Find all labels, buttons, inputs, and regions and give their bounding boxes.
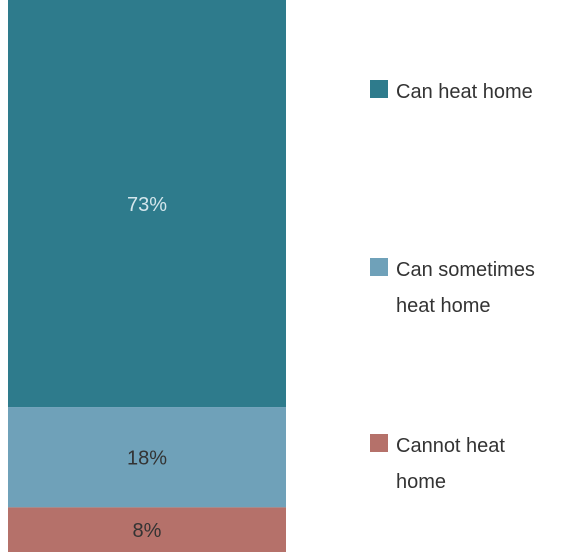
data-label: 8% <box>133 520 162 542</box>
bar-segment <box>8 0 286 408</box>
legend-label: Cannot heat home <box>396 435 505 493</box>
legend-item: Can sometimes heat home <box>370 252 560 324</box>
legend-label: Can heat home <box>396 81 533 103</box>
legend-swatch <box>370 434 388 452</box>
data-label: 18% <box>127 447 167 469</box>
data-label: 73% <box>127 194 167 216</box>
legend-swatch <box>370 80 388 98</box>
legend-item: Cannot heat home <box>370 428 560 500</box>
bar-segment <box>8 507 286 552</box>
legend-item: Can heat home <box>370 74 560 110</box>
legend-label: Can sometimes heat home <box>396 259 535 317</box>
bar-segment <box>8 407 286 508</box>
legend-swatch <box>370 258 388 276</box>
